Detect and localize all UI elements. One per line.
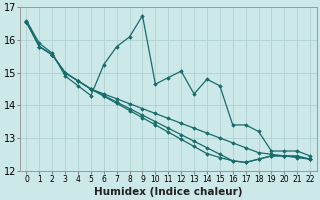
X-axis label: Humidex (Indice chaleur): Humidex (Indice chaleur)	[94, 187, 243, 197]
